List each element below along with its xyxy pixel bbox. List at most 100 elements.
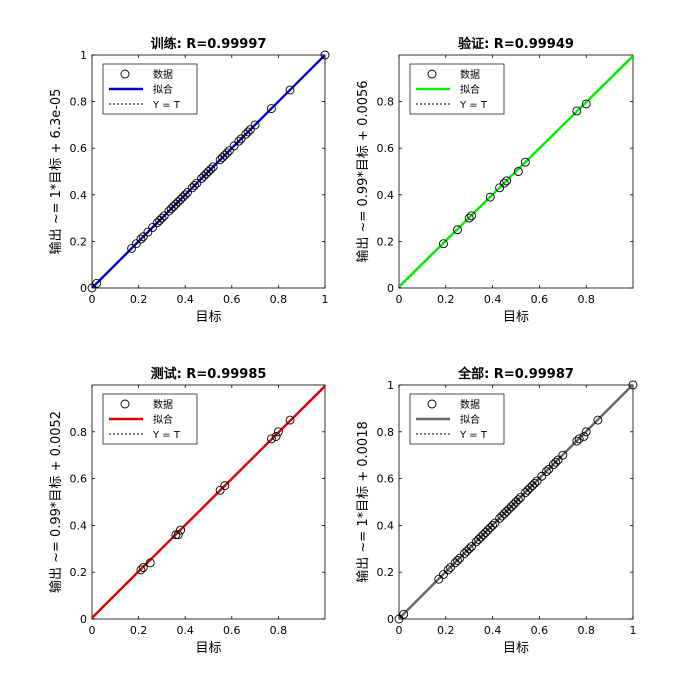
legend-entry: 拟合	[153, 83, 173, 96]
data-point	[266, 104, 276, 114]
data-point	[628, 380, 638, 390]
data-point	[236, 134, 246, 144]
y-tick-label: 0.6	[377, 473, 395, 486]
panel-all: 0 0.2 0.4 0.6 0.8 1 0 0.2 0.4 0.6 0.8 1 全部: R=0.9998…	[355, 366, 638, 656]
legend-marker-data	[120, 399, 130, 409]
x-tick-label: 0.4	[176, 293, 194, 306]
legend-entry: 数据	[153, 398, 173, 411]
x-tick-label: 0.2	[437, 293, 455, 306]
legend-entry: Y = T	[459, 430, 488, 441]
legend-entry: 数据	[153, 68, 173, 81]
data-point	[581, 427, 591, 437]
data-point	[229, 141, 239, 151]
data-point	[544, 464, 554, 474]
data-point	[450, 558, 460, 568]
data-point	[453, 225, 462, 235]
fit-line	[399, 385, 633, 619]
data-point	[523, 485, 533, 495]
data-point	[173, 197, 183, 207]
data-point	[495, 183, 505, 193]
data-point	[553, 455, 563, 465]
data-point	[215, 485, 225, 495]
data-point	[511, 497, 521, 507]
y-tick-label: 0	[80, 282, 87, 295]
data-point	[171, 530, 181, 540]
legend-entry: 拟合	[153, 413, 173, 426]
x-tick-label: 0	[89, 293, 96, 306]
data-point	[579, 432, 589, 441]
data-point	[234, 136, 244, 146]
data-point	[220, 481, 230, 491]
data-point	[159, 211, 169, 221]
data-point	[197, 174, 206, 183]
data-point	[218, 153, 227, 162]
data-point	[143, 227, 153, 237]
data-point	[558, 450, 568, 460]
fit-line	[92, 55, 325, 288]
legend-entry: 拟合	[460, 413, 480, 426]
data-point	[92, 278, 102, 288]
panel-title: 验证: R=0.99949	[458, 36, 574, 52]
data-point	[499, 509, 509, 519]
data-point	[572, 106, 582, 116]
data-point	[266, 434, 276, 444]
data-point	[551, 457, 561, 467]
x-tick-label: 0.8	[577, 624, 595, 637]
data-point	[138, 563, 148, 572]
y-tick-label: 0.2	[377, 235, 395, 248]
data-point	[530, 478, 540, 488]
data-point	[467, 211, 476, 221]
data-point	[439, 570, 448, 579]
data-point	[455, 553, 465, 563]
x-axis-label: 目标	[195, 641, 221, 656]
y-tick-label: 0.6	[377, 142, 395, 155]
data-point	[206, 164, 216, 174]
legend-marker-data	[427, 69, 437, 79]
data-point	[504, 504, 514, 514]
legend-entry: Y = T	[152, 430, 181, 441]
data-point	[527, 481, 537, 491]
data-point	[460, 549, 469, 558]
y-tick-label: 0.4	[70, 189, 88, 202]
data-point	[525, 483, 535, 493]
data-point	[164, 206, 174, 216]
data-point	[180, 190, 190, 200]
data-point	[199, 171, 209, 181]
data-point	[464, 544, 474, 554]
data-point	[136, 234, 146, 244]
x-tick-label: 0	[396, 624, 403, 637]
data-point	[152, 218, 162, 228]
x-tick-label: 0.2	[437, 624, 455, 637]
data-point	[169, 201, 179, 211]
data-point	[462, 546, 472, 556]
legend-marker-data	[427, 399, 437, 409]
data-point	[285, 415, 295, 425]
data-point	[488, 520, 498, 530]
data-point	[127, 243, 137, 253]
x-tick-label: 0.6	[531, 293, 549, 306]
data-point	[506, 502, 516, 512]
data-point	[155, 215, 165, 225]
data-point	[490, 518, 500, 528]
panel-title: 全部: R=0.99987	[457, 366, 574, 382]
data-point	[171, 199, 181, 209]
y-tick-label: 0.4	[377, 519, 395, 532]
data-point	[502, 176, 512, 186]
x-tick-label: 1	[322, 293, 329, 306]
data-point	[516, 492, 526, 502]
y-tick-label: 0	[80, 613, 87, 626]
data-point	[478, 530, 488, 540]
data-point	[464, 213, 474, 223]
data-point	[208, 162, 218, 172]
data-point	[173, 530, 183, 540]
data-point	[241, 129, 251, 139]
y-tick-label: 1	[387, 379, 394, 392]
legend-entry: 数据	[460, 68, 480, 81]
data-point	[187, 183, 197, 193]
panel-validation: 0 0.2 0.4 0.6 0.8 0 0.2 0.4 0.6 0.8 验证: R=0.99949 目…	[355, 36, 634, 325]
y-tick-label: 0.2	[70, 235, 88, 248]
data-point	[157, 213, 167, 223]
x-tick-label: 1	[630, 624, 637, 637]
